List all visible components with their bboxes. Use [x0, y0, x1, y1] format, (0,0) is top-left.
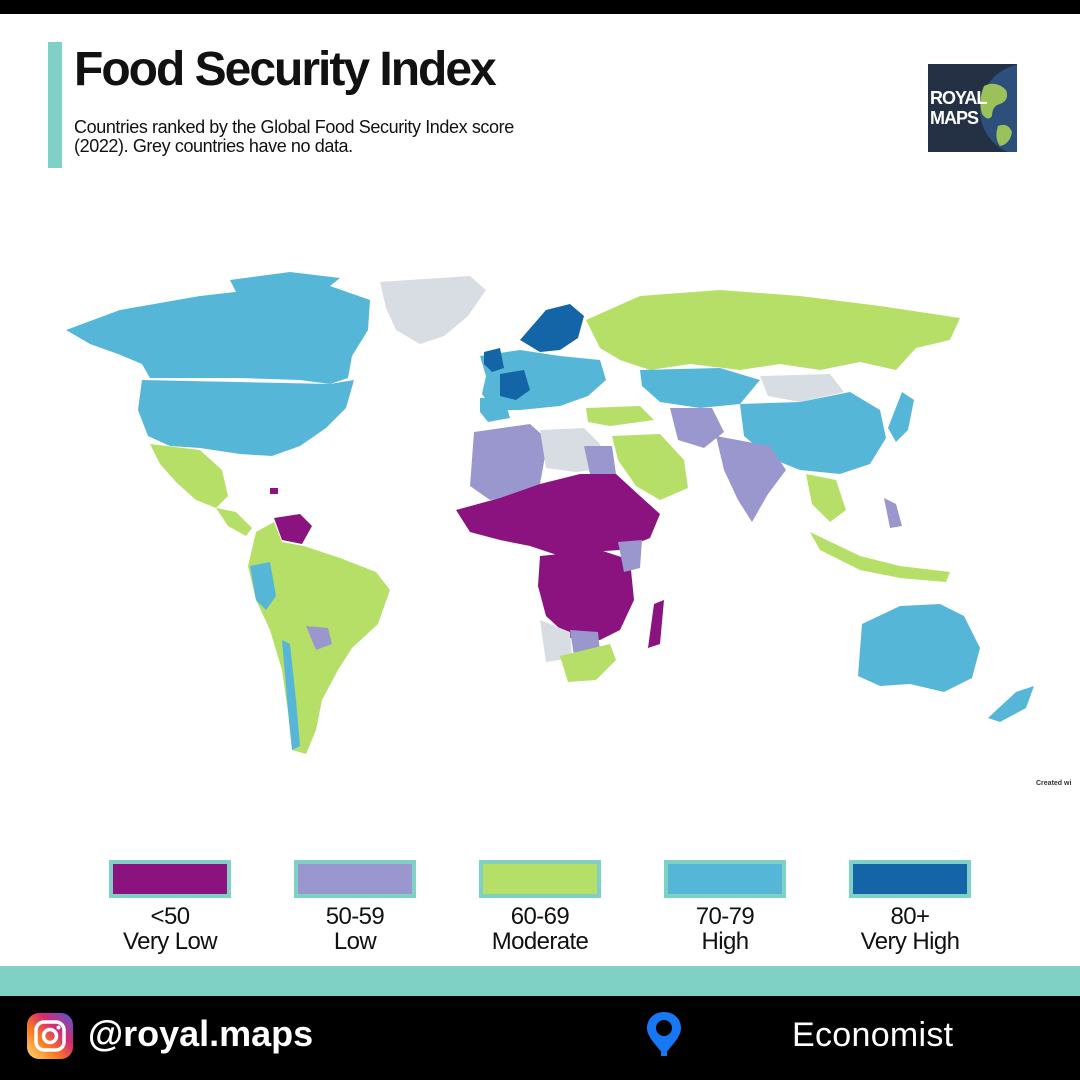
map-region-north-africa-low — [470, 424, 548, 500]
map-region-turkey — [586, 406, 654, 426]
header-accent-bar — [48, 42, 62, 168]
map-region-haiti — [270, 488, 278, 494]
map-region-russia — [586, 290, 960, 370]
world-map — [66, 272, 1034, 754]
map-region-central-america — [216, 508, 252, 536]
map-region-scandinavia — [520, 304, 584, 352]
map-credit: Created wi — [1036, 780, 1072, 787]
legend: <50 Very Low 50-59 Low 60-69 Moderate 70… — [0, 860, 1080, 960]
legend-swatch-very-high — [849, 860, 971, 898]
legend-item-high: 70-79 High — [645, 860, 805, 954]
legend-swatch-low — [294, 860, 416, 898]
legend-label: Low — [333, 928, 377, 955]
legend-range: <50 — [150, 903, 191, 930]
map-region-arabia — [612, 434, 688, 500]
legend-label: Very High — [860, 928, 960, 955]
map-region-venezuela — [274, 514, 312, 544]
map-region-kazakhstan — [640, 368, 760, 408]
footer-accent-band — [0, 966, 1080, 996]
instagram-handle[interactable]: @royal.maps — [88, 1013, 314, 1054]
data-source: Economist — [792, 1016, 954, 1054]
map-region-philippines — [884, 498, 902, 528]
map-region-japan — [888, 392, 914, 442]
legend-range: 70-79 — [695, 903, 755, 930]
map-region-bolivia — [306, 626, 332, 650]
legend-range: 50-59 — [325, 903, 385, 930]
globe-icon — [980, 64, 1017, 152]
location-pin-icon — [647, 1012, 681, 1056]
map-region-arctic-islands — [230, 272, 340, 296]
map-region-greenland — [380, 276, 486, 344]
map-region-central-africa — [538, 550, 634, 640]
legend-range: 80+ — [890, 903, 931, 930]
map-region-sahel — [456, 474, 660, 556]
legend-swatch-moderate — [479, 860, 601, 898]
legend-label: High — [701, 928, 750, 955]
map-region-uk-ireland — [484, 348, 504, 372]
map-region-iran — [670, 408, 724, 448]
logo-line-2: MAPS — [930, 108, 979, 128]
map-region-chile — [282, 640, 300, 750]
legend-label: Moderate — [491, 928, 589, 955]
map-region-indonesia — [810, 532, 950, 582]
footer-bar — [0, 996, 1080, 1080]
map-region-angola-nodata — [540, 620, 572, 662]
legend-swatch-high — [664, 860, 786, 898]
top-strip — [0, 0, 1080, 14]
logo-line-1: ROYAL — [930, 88, 987, 108]
map-region-southeast-asia — [806, 474, 846, 522]
map-region-kenya — [618, 540, 642, 572]
legend-swatch-very-low — [109, 860, 231, 898]
map-region-mexico — [150, 444, 228, 508]
map-region-india — [716, 436, 786, 522]
logo-text: ROYAL MAPS — [930, 88, 987, 128]
map-region-iberia — [480, 398, 510, 422]
legend-item-very-low: <50 Very Low — [90, 860, 250, 954]
legend-item-very-high: 80+ Very High — [830, 860, 990, 954]
map-region-france — [500, 370, 530, 400]
instagram-icon[interactable] — [26, 1012, 74, 1060]
map-region-new-zealand — [988, 686, 1034, 722]
map-region-mongolia — [760, 374, 844, 402]
map-region-usa — [138, 380, 354, 456]
map-region-canada — [66, 286, 370, 384]
royal-maps-logo: ROYAL MAPS — [928, 64, 1017, 152]
legend-item-moderate: 60-69 Moderate — [460, 860, 620, 954]
map-region-madagascar — [648, 600, 664, 648]
map-region-south-africa — [560, 644, 616, 682]
map-region-australia — [858, 604, 980, 692]
legend-item-low: 50-59 Low — [275, 860, 435, 954]
map-region-china — [740, 392, 886, 474]
legend-label: Very Low — [123, 928, 218, 955]
map-region-egypt — [584, 446, 616, 474]
legend-range: 60-69 — [510, 903, 570, 930]
page-title: Food Security Index — [74, 43, 497, 96]
page-subtitle: Countries ranked by the Global Food Secu… — [74, 117, 514, 156]
map-region-peru — [250, 562, 276, 610]
